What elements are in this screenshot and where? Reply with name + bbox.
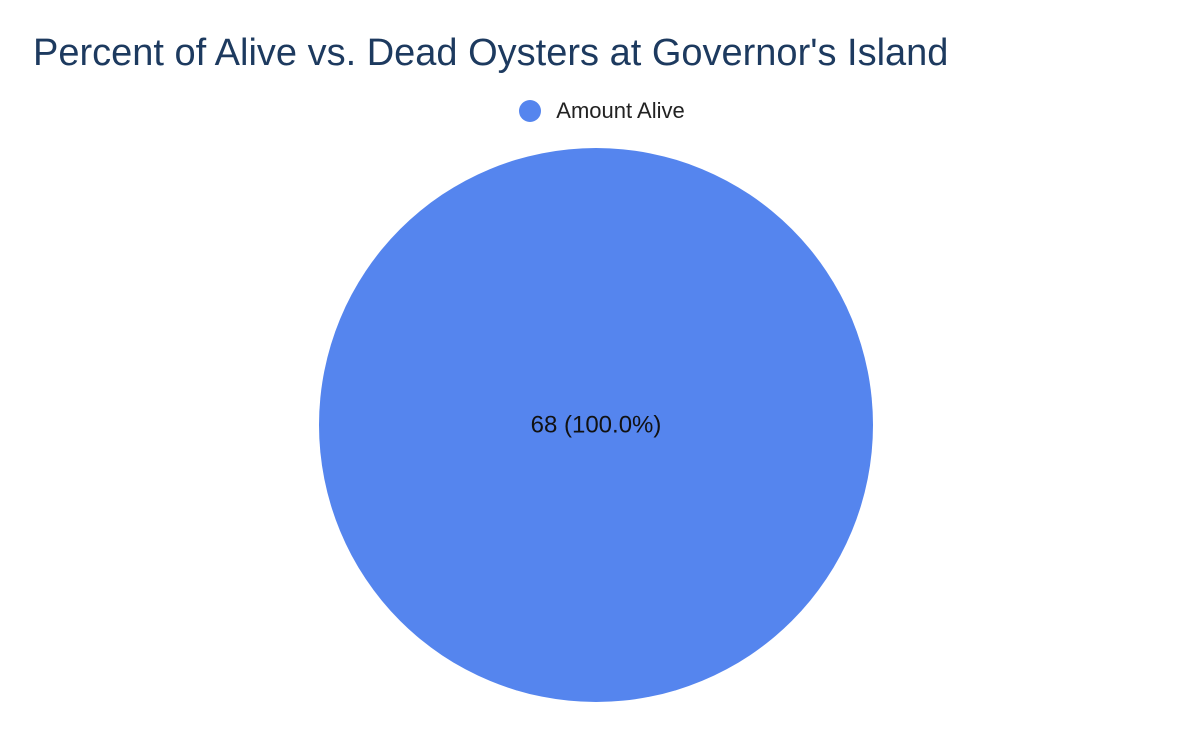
pie-slice-label-0: 68 (100.0%) <box>531 412 662 439</box>
legend-item-amount-alive[interactable]: Amount Alive <box>519 98 685 124</box>
legend-swatch <box>519 100 542 122</box>
pie-labels: 68 (100.0%) <box>531 412 662 439</box>
pie-slices <box>319 148 873 702</box>
legend: Amount Alive <box>0 98 1192 124</box>
chart-title: Percent of Alive vs. Dead Oysters at Gov… <box>33 32 949 74</box>
legend-label: Amount Alive <box>556 98 685 123</box>
pie-slice-0[interactable] <box>319 148 873 702</box>
